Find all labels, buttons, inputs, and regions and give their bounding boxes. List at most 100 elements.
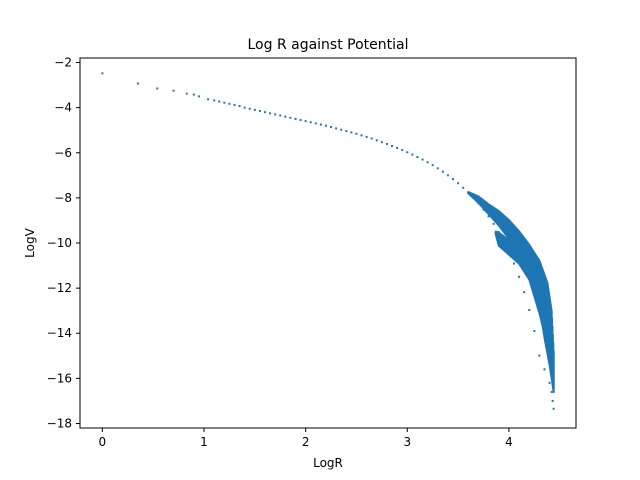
band-0-point-4722	[552, 347, 555, 350]
band-0-point-4013	[547, 289, 550, 292]
band-0-point-3701	[545, 279, 548, 282]
band-0-point-4507	[550, 315, 553, 318]
band-0-point-4719	[552, 344, 555, 347]
band-0-point-4568	[551, 323, 554, 326]
band-0-point-4675	[551, 339, 554, 342]
band-0-point-3411	[543, 273, 546, 276]
band-0-point-4795	[552, 390, 555, 393]
band-0-point-4771	[552, 363, 555, 366]
band-0-point-4790	[552, 385, 555, 388]
band-0-point-4197	[548, 296, 551, 299]
band-0-point-2964	[539, 263, 542, 266]
band-0-point-4672	[551, 336, 554, 339]
band-0-point-4506	[550, 314, 553, 317]
band-0-point-4785	[552, 379, 555, 382]
band-0-point-4786	[552, 380, 555, 383]
band-0-point-2921	[539, 262, 542, 265]
band-0-point-3150	[541, 267, 544, 270]
band-0-point-4718	[552, 343, 555, 346]
band-0-point-4776	[552, 369, 555, 372]
band-0-point-4258	[548, 298, 551, 301]
band-0-point-4622	[551, 329, 554, 332]
band-0-point-4782	[552, 376, 555, 379]
band-0-point-3949	[546, 285, 549, 288]
band-0-point-4259	[548, 299, 551, 302]
band-0-point-4621	[551, 328, 554, 331]
band-0-point-2838	[538, 260, 541, 263]
band-0-point-4624	[551, 331, 554, 334]
band-0-point-3824	[546, 281, 549, 284]
band-0-point-4563	[551, 317, 554, 320]
band-0-point-4766	[552, 358, 555, 361]
band-0-point-4760	[552, 351, 555, 354]
band-0-point-4775	[552, 368, 555, 371]
band-0-point-4762	[552, 353, 555, 356]
band-0-point-4623	[551, 330, 554, 333]
band-0-point-4763	[552, 354, 555, 357]
band-0-point-4441	[550, 306, 553, 309]
band-0-point-4012	[547, 288, 550, 291]
band-0-point-4784	[552, 378, 555, 381]
band-0-point-4320	[549, 302, 552, 305]
band-0-point-4565	[551, 320, 554, 323]
band-0-point-4793	[552, 388, 555, 391]
band-0-point-4380	[549, 304, 552, 307]
band-0-point-4794	[552, 389, 555, 392]
band-0-point-4670	[551, 334, 554, 337]
band-0-point-3886	[546, 282, 549, 285]
band-0-point-3251	[542, 270, 545, 273]
band-0-point-4765	[552, 357, 555, 360]
band-0-point-4504	[550, 311, 553, 314]
band-0-point-4721	[552, 346, 555, 349]
band-0-point-4788	[552, 383, 555, 386]
band-0-point-4074	[547, 290, 550, 293]
band-0-point-4783	[552, 377, 555, 380]
band-0-point-4769	[552, 361, 555, 364]
band-0-point-3524	[544, 275, 547, 278]
band-0-point-4764	[552, 355, 555, 358]
data-points-layer	[101, 72, 555, 410]
band-0-point-4319	[549, 301, 552, 304]
band-0-point-4781	[552, 375, 555, 378]
band-0-point-4717	[552, 342, 555, 345]
band-0-point-3582	[544, 276, 547, 279]
band-0-point-4566	[551, 321, 554, 324]
band-0-point-3641	[544, 278, 547, 281]
band-0-point-2879	[538, 261, 541, 264]
band-0-point-4792	[552, 387, 555, 390]
band-0-point-4381	[549, 305, 552, 308]
band-0-point-3950	[546, 286, 549, 289]
band-0-point-3762	[545, 280, 548, 283]
band-0-point-3467	[543, 274, 546, 277]
band-0-point-3887	[546, 283, 549, 286]
band-0-point-4772	[552, 364, 555, 367]
band-0-point-4773	[552, 366, 555, 369]
band-0-point-4774	[552, 367, 555, 370]
band-0-point-4502	[550, 309, 553, 312]
band-0-point-4770	[552, 362, 555, 365]
band-0-point-3009	[540, 264, 543, 267]
band-0-point-4789	[552, 384, 555, 387]
band-0-point-4777	[552, 370, 555, 373]
band-0-point-4787	[552, 381, 555, 384]
band-0-point-4791	[552, 386, 555, 389]
band-0-point-4767	[552, 359, 555, 362]
band-0-point-4780	[552, 373, 555, 376]
band-0-point-3055	[540, 265, 543, 268]
band-0-point-4779	[552, 372, 555, 375]
band-0-point-4137	[548, 294, 551, 297]
band-0-point-4136	[548, 293, 551, 296]
band-0-point-4567	[551, 322, 554, 325]
band-0-point-4505	[550, 313, 553, 316]
band-0-point-4674	[551, 338, 554, 341]
band-0-point-4759	[552, 350, 555, 353]
band-0-point-4778	[552, 371, 555, 374]
band-0-point-4508	[550, 316, 553, 319]
band-0-point-3356	[542, 272, 545, 275]
band-0-point-4620	[551, 327, 554, 330]
band-0-point-4075	[547, 291, 550, 294]
band-0-point-4569	[551, 324, 554, 327]
band-0-point-4673	[551, 337, 554, 340]
